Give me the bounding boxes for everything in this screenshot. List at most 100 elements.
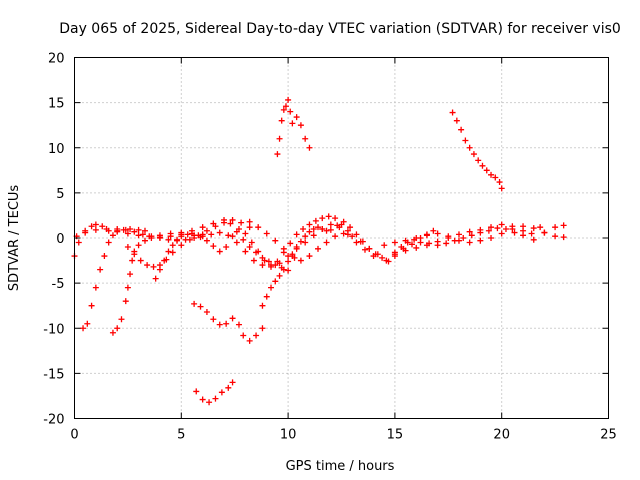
- series-arc-f: [124, 216, 253, 270]
- data-point: [479, 162, 486, 169]
- data-point: [235, 321, 242, 328]
- data-point: [302, 233, 309, 240]
- data-point: [408, 241, 415, 248]
- data-point: [325, 213, 332, 220]
- y-tick-label: -15: [43, 367, 64, 382]
- data-point: [391, 249, 398, 256]
- data-point: [485, 227, 492, 234]
- x-tick-label: 0: [70, 428, 78, 443]
- data-point: [319, 215, 326, 222]
- data-point: [520, 227, 527, 234]
- data-point: [265, 258, 272, 265]
- data-point: [413, 235, 420, 241]
- data-point: [509, 223, 516, 230]
- data-point: [199, 396, 206, 403]
- data-point: [92, 226, 99, 233]
- data-point: [423, 232, 430, 239]
- data-point: [488, 235, 495, 241]
- data-point: [139, 231, 146, 238]
- data-point: [191, 300, 198, 307]
- data-point: [261, 257, 268, 264]
- data-point: [285, 258, 292, 265]
- data-point: [223, 320, 230, 327]
- data-point: [197, 303, 204, 310]
- data-point: [191, 232, 198, 239]
- data-point: [193, 388, 200, 395]
- data-point: [287, 108, 294, 115]
- data-point: [124, 284, 131, 291]
- data-point: [552, 224, 559, 231]
- data-point: [460, 235, 467, 241]
- data-point: [122, 298, 129, 305]
- data-point: [169, 242, 176, 249]
- data-point: [391, 239, 398, 246]
- series-arc-k: [391, 221, 567, 256]
- data-point: [293, 231, 300, 238]
- data-point: [165, 236, 172, 243]
- data-point: [129, 257, 136, 264]
- data-point: [259, 302, 266, 309]
- y-tick-label: 10: [48, 142, 65, 157]
- data-point: [268, 262, 275, 269]
- data-point: [306, 228, 313, 235]
- data-point: [300, 225, 307, 232]
- data-point: [498, 221, 505, 228]
- data-point: [488, 171, 495, 178]
- data-point: [122, 226, 129, 233]
- data-point: [263, 293, 270, 300]
- data-point: [366, 245, 373, 252]
- data-point: [302, 239, 309, 246]
- data-point: [84, 320, 91, 327]
- data-point: [141, 227, 148, 234]
- data-point: [169, 249, 176, 256]
- data-point: [210, 243, 217, 250]
- data-point: [560, 222, 567, 229]
- data-point: [268, 284, 275, 291]
- data-point: [276, 135, 283, 142]
- data-point: [80, 325, 87, 332]
- data-point: [496, 179, 503, 186]
- data-point: [430, 227, 437, 234]
- data-point: [156, 235, 163, 241]
- data-point: [246, 337, 253, 344]
- data-point: [477, 226, 484, 233]
- data-point: [289, 120, 296, 127]
- data-point: [530, 236, 537, 243]
- data-point: [203, 309, 210, 316]
- data-point: [216, 321, 223, 328]
- data-point: [272, 237, 279, 244]
- data-point: [381, 242, 388, 249]
- y-tick-label: 5: [56, 187, 64, 202]
- data-point: [498, 230, 505, 237]
- data-point: [105, 239, 112, 246]
- data-point: [127, 271, 134, 278]
- data-points: [71, 96, 567, 406]
- data-point: [560, 234, 567, 241]
- data-point: [340, 218, 347, 225]
- data-point: [475, 157, 482, 164]
- data-point: [109, 232, 116, 239]
- chart-title: Day 065 of 2025, Sidereal Day-to-day VTE…: [59, 21, 621, 37]
- data-point: [511, 229, 518, 236]
- data-point: [312, 217, 319, 224]
- data-point: [274, 258, 281, 265]
- data-point: [498, 185, 505, 192]
- data-point: [334, 222, 341, 229]
- data-point: [353, 239, 360, 246]
- data-point: [323, 239, 330, 246]
- data-point: [248, 239, 255, 246]
- data-point: [235, 225, 242, 232]
- data-point: [240, 332, 247, 339]
- data-point: [455, 231, 462, 238]
- data-point: [165, 248, 172, 255]
- y-tick-label: 20: [48, 52, 65, 67]
- data-point: [223, 244, 230, 251]
- data-point: [306, 253, 313, 260]
- data-point: [287, 240, 294, 247]
- data-point: [398, 244, 405, 251]
- data-point: [302, 135, 309, 142]
- data-point: [306, 221, 313, 228]
- data-point: [552, 233, 559, 240]
- data-point: [502, 225, 509, 232]
- data-point: [319, 225, 326, 232]
